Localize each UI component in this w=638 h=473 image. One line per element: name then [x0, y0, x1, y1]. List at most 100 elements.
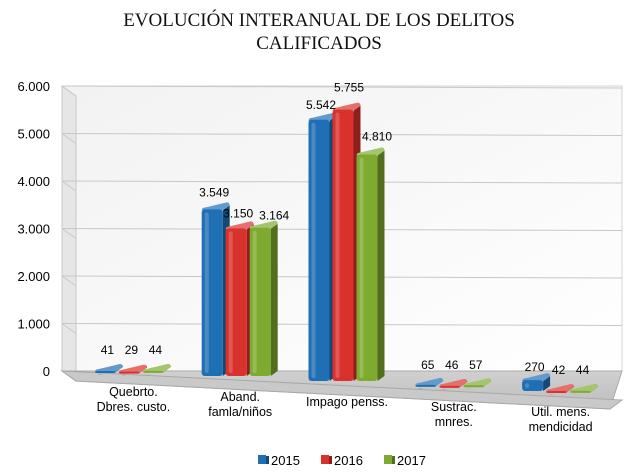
gridline-side: [61, 133, 77, 144]
gridline-side: [61, 323, 77, 334]
bar-2017-3: [463, 378, 492, 390]
legend-swatch-side: [392, 456, 395, 464]
gridline-side: [61, 85, 77, 97]
bar-side: [543, 376, 551, 391]
bar-front: [94, 371, 116, 374]
bar-highlight: [228, 231, 233, 373]
legend-swatch-side: [266, 456, 269, 464]
bar-highlight: [204, 212, 209, 373]
value-labels: 41 29 44 3.549 3.150 3.164 5.542 5.755 4.810 65 46…: [101, 81, 590, 377]
bar-front: [463, 385, 485, 388]
bar-highlight: [549, 394, 554, 396]
chart-title: EVOLUCIÓN INTERANUAL DE LOS DELITOS CALI…: [123, 9, 515, 54]
bar-highlight: [525, 383, 530, 388]
bar-top: [94, 364, 123, 373]
legend: 2015 2016 2017: [258, 453, 426, 468]
x-tick-label: famla/niños: [208, 405, 272, 419]
data-label: 44: [149, 343, 163, 357]
x-axis: Quebrto.Dbres. custo. Aband.famla/niños Im…: [97, 385, 593, 434]
bar-side: [270, 223, 278, 376]
bar-2017-2: [356, 147, 385, 381]
chart-title-line-1: EVOLUCIÓN INTERANUAL DE LOS DELITOS: [123, 9, 515, 31]
data-label: 29: [125, 343, 139, 357]
data-label: 3.164: [259, 209, 289, 223]
bar-2017-4: [570, 383, 599, 395]
bar-top: [415, 377, 444, 386]
x-tick-label: mnres.: [435, 415, 473, 429]
data-label: 5.542: [306, 98, 336, 112]
bar-2015-2: [308, 112, 337, 381]
bar-top: [332, 102, 361, 111]
bar-top: [308, 112, 337, 121]
bar-side: [377, 150, 385, 381]
data-label: 3.549: [199, 185, 229, 199]
bar-top: [118, 364, 147, 373]
data-label: 46: [445, 358, 459, 372]
bar-top: [570, 383, 599, 392]
bar-highlight: [97, 374, 102, 376]
x-tick-label: mendicidad: [529, 420, 593, 434]
gridline-side: [61, 180, 77, 192]
bar-front: [142, 370, 164, 373]
y-tick-label: 5.000: [17, 127, 50, 142]
x-tick-label: Util. mens.: [531, 405, 590, 419]
y-tick-label: 2.000: [17, 269, 50, 284]
legend-item-2015: 2015: [258, 453, 300, 468]
bar-front: [522, 380, 544, 391]
bar-top: [225, 221, 254, 230]
bar-2015-4: [522, 373, 551, 391]
x-tick-label: Sustrac.: [431, 400, 477, 414]
bar-2015-1: [201, 202, 230, 376]
bar-top: [142, 363, 171, 372]
bar-2015-0: [94, 364, 123, 376]
bar-highlight: [145, 373, 150, 375]
bar-top: [201, 202, 230, 211]
bar-highlight: [466, 388, 471, 390]
bar-front: [570, 390, 592, 393]
x-tick-label: Aband.: [220, 390, 260, 404]
bar-front: [118, 371, 140, 374]
bar-2017-0: [142, 363, 171, 375]
legend-item-2016: 2016: [321, 453, 363, 468]
y-tick-label: 0: [43, 364, 50, 379]
bar-2016-0: [118, 364, 147, 376]
bar-top: [356, 147, 385, 156]
bar-2015-3: [415, 377, 444, 389]
bar-top: [522, 373, 551, 382]
data-label: 270: [525, 360, 545, 374]
x-tick-label: Impago penss.: [306, 395, 388, 409]
y-tick-label: 3.000: [17, 222, 50, 237]
gridline-side: [61, 275, 77, 287]
bar-highlight: [252, 230, 257, 373]
bar-top: [439, 378, 468, 387]
bar-2016-1: [225, 221, 254, 376]
data-label: 41: [101, 343, 115, 357]
data-label: 3.150: [223, 206, 253, 220]
bar-front: [546, 391, 568, 394]
legend-item-2017: 2017: [384, 453, 426, 468]
bar-2017-1: [249, 220, 278, 376]
bar-highlight: [311, 122, 316, 378]
x-tick-label: Dbres. custo.: [97, 400, 171, 414]
legend-label: 2017: [397, 453, 426, 468]
y-tick-label: 6.000: [17, 79, 50, 94]
data-label: 42: [552, 363, 566, 377]
bar-2016-2: [332, 102, 361, 381]
legend-swatch: [321, 455, 329, 464]
bar-2016-4: [546, 384, 575, 396]
bar-highlight: [121, 374, 126, 376]
data-label: 44: [576, 363, 590, 377]
legend-swatch-side: [329, 456, 332, 464]
data-label: 65: [421, 358, 435, 372]
data-label: 57: [469, 358, 483, 372]
plot-floor-edge: [60, 370, 624, 410]
bar-top: [546, 384, 575, 393]
legend-label: 2015: [271, 453, 300, 468]
bar-highlight: [442, 388, 447, 390]
bar-highlight: [335, 112, 340, 378]
y-tick-label: 4.000: [17, 174, 50, 189]
bar-side: [436, 380, 444, 386]
data-label: 5.755: [334, 81, 364, 95]
y-axis: 0 1.000 2.000 3.000 4.000 5.000 6.000: [17, 79, 50, 379]
